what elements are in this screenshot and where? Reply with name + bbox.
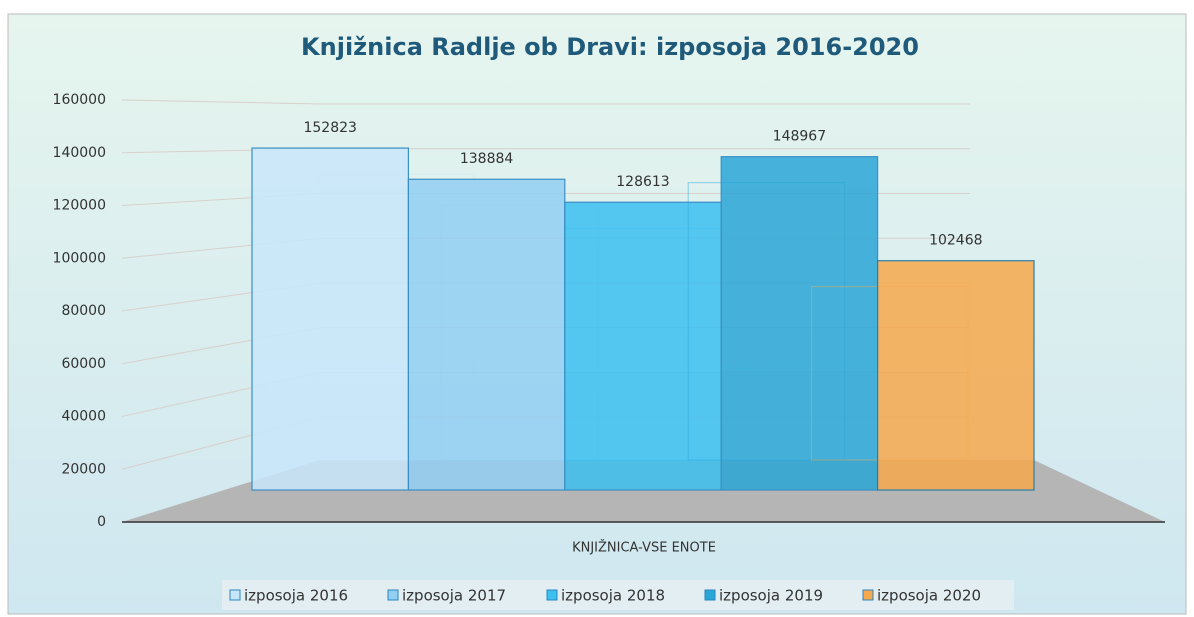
value-label: 148967 — [773, 129, 826, 145]
bar — [876, 260, 1035, 491]
value-label: 128613 — [616, 174, 669, 190]
bar — [407, 178, 566, 491]
y-tick-label: 140000 — [53, 145, 106, 161]
bar — [251, 147, 409, 491]
y-tick-label: 40000 — [61, 409, 106, 425]
legend-swatch — [229, 589, 241, 601]
legend-label: izposoja 2020 — [877, 587, 981, 605]
bar — [564, 201, 722, 491]
y-tick-label: 20000 — [61, 461, 106, 477]
legend-label: izposoja 2016 — [244, 587, 348, 605]
grid-line — [121, 99, 970, 105]
y-tick-label: 60000 — [61, 356, 106, 372]
x-tick-label: KNJIŽNICA-VSE ENOTE — [572, 540, 716, 556]
value-label: 138884 — [460, 151, 514, 167]
value-label: 152823 — [303, 120, 356, 136]
y-tick-label: 80000 — [61, 303, 106, 319]
y-tick-label: 100000 — [53, 250, 106, 266]
y-tick-label: 120000 — [53, 198, 106, 214]
legend-label: izposoja 2018 — [561, 587, 665, 605]
legend-label: izposoja 2017 — [402, 587, 506, 605]
legend-swatch — [387, 589, 399, 601]
legend-label: izposoja 2019 — [719, 587, 823, 605]
bar — [720, 156, 879, 491]
value-label: 102468 — [929, 233, 982, 249]
legend-box — [222, 580, 1014, 610]
legend-swatch — [862, 589, 874, 601]
y-tick-label: 160000 — [53, 92, 106, 108]
legend-swatch — [704, 589, 716, 601]
plot: 0 20000 40000 60000 80000 100000 120000 140000 1… — [53, 92, 1165, 610]
chart-title: Knjižnica Radlje ob Dravi: izposoja 2016… — [301, 33, 919, 61]
y-tick-label: 0 — [97, 514, 106, 530]
legend-swatch — [546, 589, 558, 601]
